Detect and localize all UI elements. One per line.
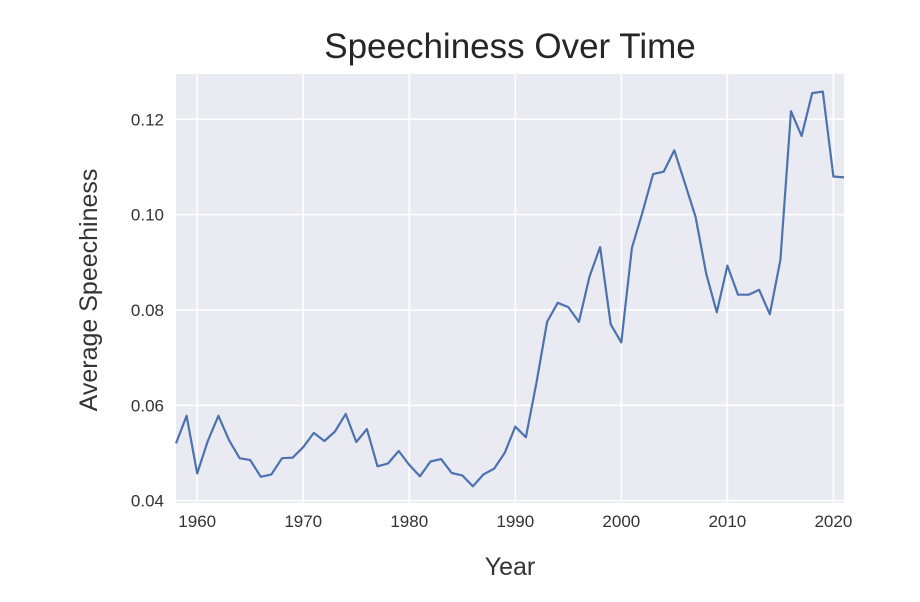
data-point-2014 <box>769 314 770 315</box>
x-tick-label: 1980 <box>390 512 428 531</box>
data-point-1975 <box>356 442 357 443</box>
data-point-2013 <box>759 289 760 290</box>
data-point-1967 <box>271 474 272 475</box>
data-point-2001 <box>631 248 632 249</box>
data-point-1995 <box>568 307 569 308</box>
data-point-1993 <box>547 321 548 322</box>
data-point-1960 <box>197 473 198 474</box>
data-point-1968 <box>282 458 283 459</box>
data-point-1984 <box>451 473 452 474</box>
data-point-1973 <box>335 431 336 432</box>
data-point-2021 <box>844 177 845 178</box>
data-point-1991 <box>525 437 526 438</box>
x-gridlines <box>196 74 835 503</box>
y-tick-label: 0.04 <box>131 492 164 511</box>
data-point-1977 <box>377 466 378 467</box>
y-axis-label: Average Speechiness <box>75 169 103 412</box>
data-point-1992 <box>536 382 537 383</box>
data-point-1985 <box>462 475 463 476</box>
data-point-1982 <box>430 461 431 462</box>
y-gridlines <box>176 118 844 502</box>
data-point-2009 <box>716 312 717 313</box>
x-tick-label: 1970 <box>284 512 322 531</box>
data-point-1976 <box>366 429 367 430</box>
data-point-1974 <box>345 413 346 414</box>
data-point-1989 <box>504 452 505 453</box>
data-point-1979 <box>398 451 399 452</box>
data-point-1963 <box>229 440 230 441</box>
data-point-2019 <box>822 91 823 92</box>
data-point-1987 <box>483 474 484 475</box>
data-point-2011 <box>738 294 739 295</box>
data-point-1996 <box>578 321 579 322</box>
x-tick-label: 1990 <box>496 512 534 531</box>
y-tick-label: 0.12 <box>131 110 164 129</box>
data-point-1961 <box>207 441 208 442</box>
y-tick-label: 0.10 <box>131 206 164 225</box>
data-point-1986 <box>472 486 473 487</box>
data-point-2003 <box>653 174 654 175</box>
data-point-2015 <box>780 259 781 260</box>
data-point-1972 <box>324 441 325 442</box>
data-point-1966 <box>260 476 261 477</box>
data-point-1997 <box>589 276 590 277</box>
x-tick-labels: 1960 1970 1980 1990 2000 2010 2020 <box>178 512 852 531</box>
data-point-2017 <box>801 136 802 137</box>
data-point-2012 <box>748 294 749 295</box>
data-point-2008 <box>706 273 707 274</box>
data-point-2007 <box>695 217 696 218</box>
y-tick-labels: 0.04 0.06 0.08 0.10 0.12 <box>131 110 164 510</box>
data-point-2006 <box>685 183 686 184</box>
data-point-1988 <box>494 468 495 469</box>
x-tick-label: 1960 <box>178 512 216 531</box>
data-point-1981 <box>419 476 420 477</box>
data-point-1965 <box>250 460 251 461</box>
data-point-1994 <box>557 302 558 303</box>
data-point-2004 <box>663 171 664 172</box>
data-point-1971 <box>313 432 314 433</box>
data-point-1962 <box>218 415 219 416</box>
data-point-2016 <box>791 111 792 112</box>
data-point-1969 <box>292 457 293 458</box>
data-point-1983 <box>441 459 442 460</box>
data-point-2018 <box>812 93 813 94</box>
y-tick-label: 0.06 <box>131 396 164 415</box>
data-point-1970 <box>303 447 304 448</box>
x-tick-label: 2020 <box>814 512 852 531</box>
x-axis-label: Year <box>485 553 536 581</box>
x-tick-label: 2000 <box>602 512 640 531</box>
data-point-1978 <box>388 463 389 464</box>
data-point-2000 <box>621 342 622 343</box>
plot-background <box>176 74 844 503</box>
data-point-2005 <box>674 150 675 151</box>
y-tick-label: 0.08 <box>131 301 164 320</box>
data-point-2020 <box>833 176 834 177</box>
data-point-1998 <box>600 247 601 248</box>
data-point-1980 <box>409 464 410 465</box>
data-point-1990 <box>515 426 516 427</box>
speechiness-line <box>174 90 845 488</box>
chart-title: Speechiness Over Time <box>324 27 696 66</box>
data-point-1958 <box>176 443 177 444</box>
data-point-2002 <box>642 212 643 213</box>
x-tick-label: 2010 <box>708 512 746 531</box>
data-point-1959 <box>186 415 187 416</box>
data-point-2010 <box>727 265 728 266</box>
data-point-1999 <box>610 324 611 325</box>
data-point-1964 <box>239 458 240 459</box>
